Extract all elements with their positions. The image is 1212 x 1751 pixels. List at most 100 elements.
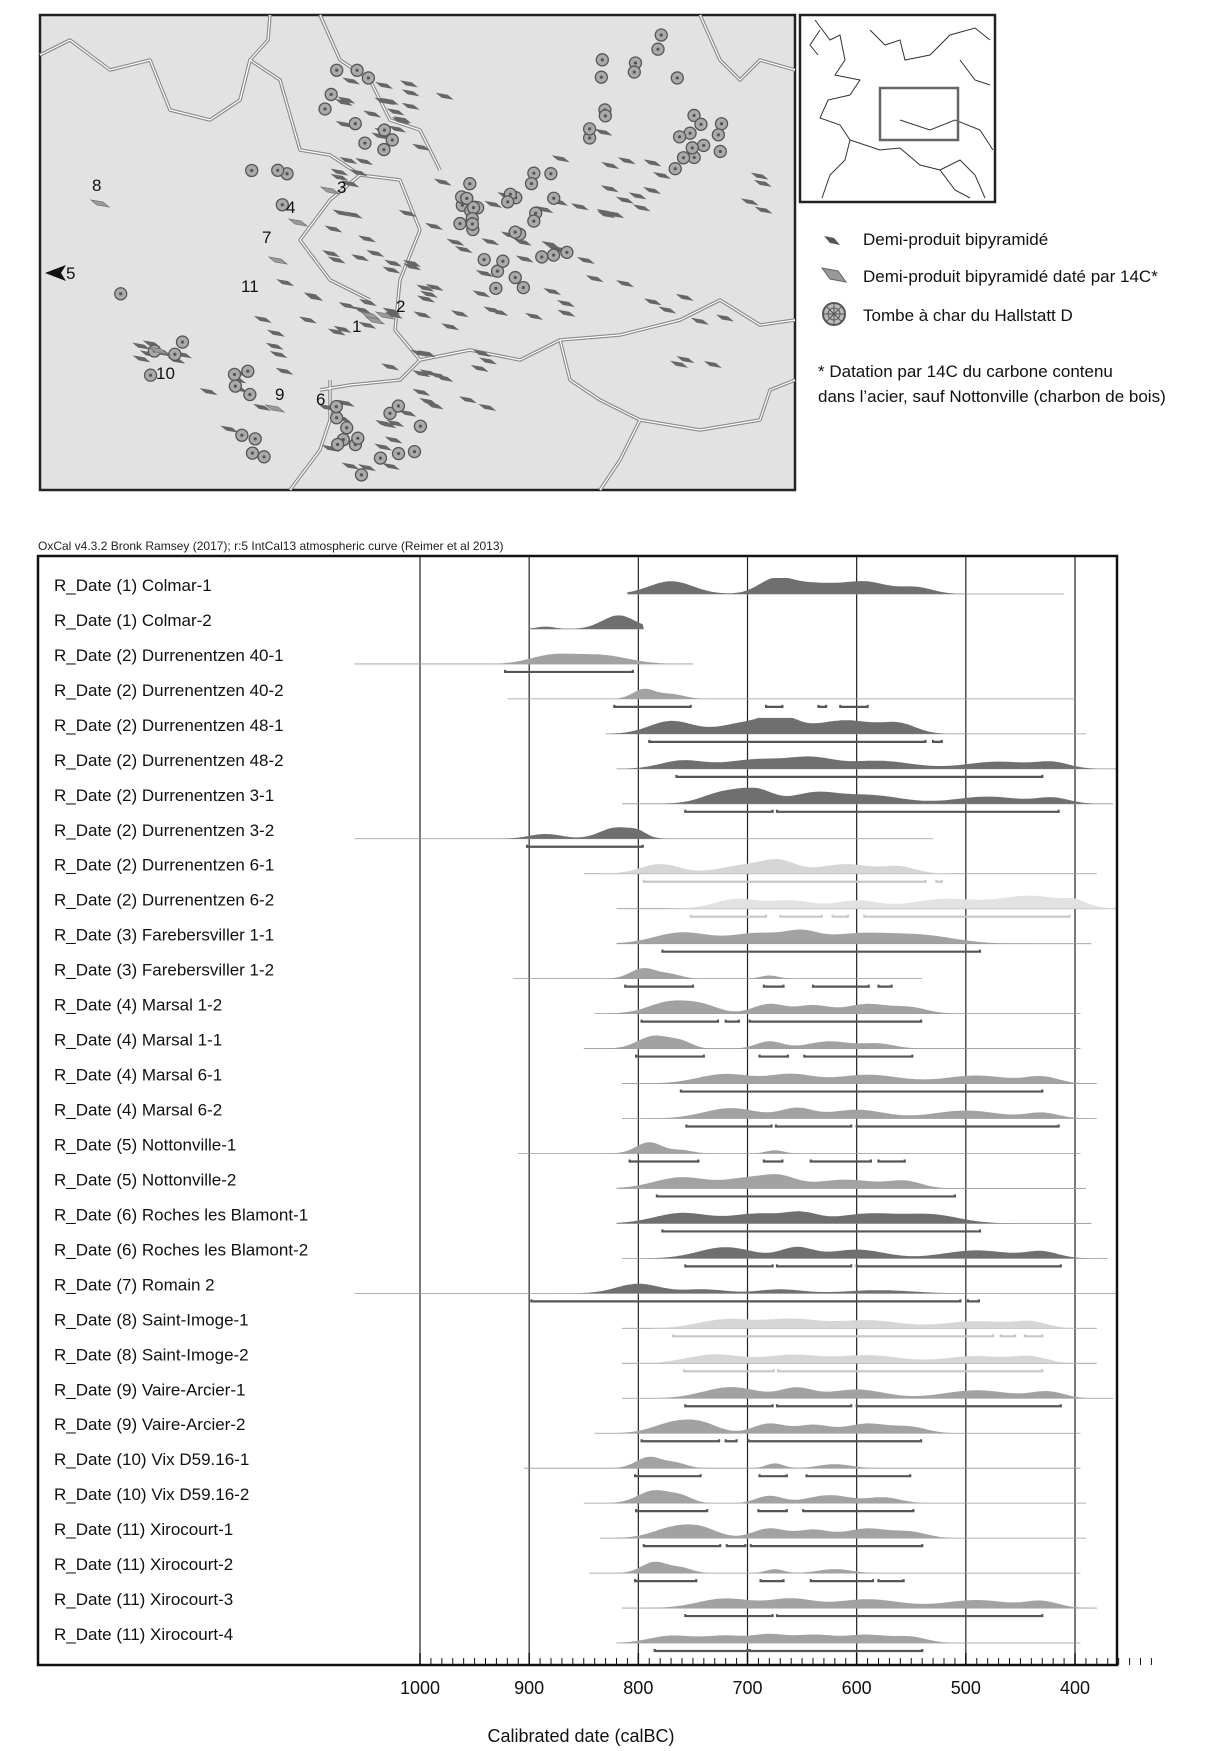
bipyramid-marker (570, 203, 589, 211)
chariot-tomb-marker-hub (470, 222, 474, 226)
bipyramid-marker (267, 329, 286, 337)
map-site-labels: 1 2 3 4 5 6 7 8 9 10 11 (66, 176, 405, 409)
bipyramid-marker (557, 309, 576, 317)
range-bar (672, 1334, 995, 1338)
row-label: R_Date (3) Farebersviller 1-2 (54, 961, 274, 980)
date-row (621, 1598, 1097, 1618)
bipyramid-marker (690, 317, 709, 325)
chariot-tomb-marker-hub (521, 286, 525, 290)
chariot-tomb-marker-hub (718, 149, 722, 154)
probability-distribution (529, 615, 644, 629)
bipyramid-marker (617, 157, 636, 165)
bipyramid-marker (393, 116, 412, 124)
chariot-tomb-marker-hub (233, 384, 237, 388)
legend-note-line1: * Datation par 14C du carbone contenu (818, 362, 1113, 381)
bipyramid-marker (265, 342, 284, 350)
range-bar (684, 1614, 774, 1618)
probability-distribution (594, 1000, 1081, 1014)
range-bar (775, 1404, 853, 1408)
bipyramid-marker (433, 178, 452, 186)
bipyramid-marker (199, 388, 218, 396)
legend-label-chariot-tomb: Tombe à char du Hallstatt D (863, 306, 1073, 325)
chariot-tomb-marker-hub (529, 182, 534, 186)
bipyramid-marker (413, 311, 432, 319)
date-row (621, 1073, 1097, 1093)
row-label: R_Date (1) Colmar-2 (54, 611, 212, 630)
range-bar (758, 1474, 788, 1478)
chariot-tomb-marker-hub (719, 122, 724, 126)
bipyramid-marker (601, 161, 620, 169)
bipyramid-marker (543, 288, 562, 296)
range-bar (525, 844, 644, 848)
chariot-tomb-marker-hub (329, 92, 333, 97)
range-bar (504, 669, 634, 674)
row-label: R_Date (10) Vix D59.16-2 (54, 1485, 249, 1504)
bipyramid-marker (384, 436, 403, 444)
bipyramid-marker (374, 311, 396, 320)
inset-coastlines (809, 19, 994, 199)
range-bar (613, 704, 692, 709)
chariot-tomb-marker-hub (494, 286, 498, 290)
site-label-4: 4 (286, 198, 295, 217)
plot-body (354, 578, 1117, 1653)
bipyramid-marker (753, 179, 772, 187)
bipyramid-marker (386, 108, 405, 116)
bipyramid-marker (384, 311, 403, 319)
bipyramid-marker (470, 364, 489, 372)
bipyramid-marker (358, 464, 377, 472)
chariot-tomb-marker-hub (534, 211, 538, 215)
bipyramid-marker (398, 209, 417, 217)
chariot-tomb-marker-hub (552, 196, 556, 200)
chariot-tomb-marker-hub (418, 424, 423, 428)
date-row (616, 929, 1092, 953)
range-bar (803, 1054, 914, 1058)
chariot-tomb-marker-hub (359, 473, 364, 477)
bipyramid-marker (435, 374, 454, 382)
bipyramid-marker (349, 169, 368, 177)
range-bar (775, 809, 1060, 813)
bipyramid-marker (339, 157, 358, 165)
site-label-11: 11 (241, 277, 259, 296)
chariot-tomb-marker-hub (250, 451, 255, 455)
range-bar (648, 739, 927, 743)
probability-distribution (605, 717, 1086, 734)
bipyramid-marker (334, 98, 353, 106)
west-arrow-icon (45, 265, 66, 281)
range-bar (762, 984, 785, 988)
row-label: R_Date (4) Marsal 1-1 (54, 1031, 222, 1050)
range-bar (805, 1474, 912, 1478)
date-row (354, 827, 934, 848)
bipyramid-marker (585, 275, 604, 283)
range-bar (775, 1614, 1044, 1618)
chariot-tomb-marker-hub (119, 292, 123, 296)
plot-frame (36, 554, 1119, 1667)
chariot-tomb-marker-hub (482, 258, 486, 262)
x-axis-label: Calibrated date (calBC) (487, 1726, 674, 1746)
chariot-tomb-marker-hub (603, 114, 607, 118)
bipyramid-marker (643, 298, 662, 306)
range-bar (839, 704, 869, 709)
bipyramid-marker (479, 357, 498, 365)
bipyramid-marker (676, 356, 695, 364)
range-bar (675, 774, 1044, 778)
range-bar (642, 879, 927, 883)
chariot-tomb-marker-hub (285, 172, 289, 176)
x-tick-label: 1000 (400, 1678, 440, 1698)
chariot-tomb-marker-hub (382, 128, 386, 132)
chariot-tomb-marker-hub (262, 455, 266, 459)
bipyramid-marker (321, 250, 340, 258)
range-bar (635, 1054, 705, 1058)
row-label: R_Date (1) Colmar-1 (54, 576, 212, 595)
chariot-tomb-marker-hub (506, 200, 510, 204)
bipyramid-marker (473, 349, 492, 357)
map-legend: Demi-produit bipyramidé Demi-produit bip… (818, 230, 1166, 406)
site-label-10: 10 (156, 364, 175, 383)
probability-distribution (354, 827, 934, 839)
chariot-tomb-marker-hub (458, 221, 462, 226)
probability-distribution (622, 1387, 1114, 1399)
bipyramid-marker (344, 211, 363, 219)
row-label: R_Date (8) Saint-Imoge-1 (54, 1310, 249, 1329)
chariot-tomb-marker-hub (681, 156, 686, 160)
bipyramid-marker (600, 185, 619, 193)
chariot-tomb-marker-hub (677, 135, 682, 139)
